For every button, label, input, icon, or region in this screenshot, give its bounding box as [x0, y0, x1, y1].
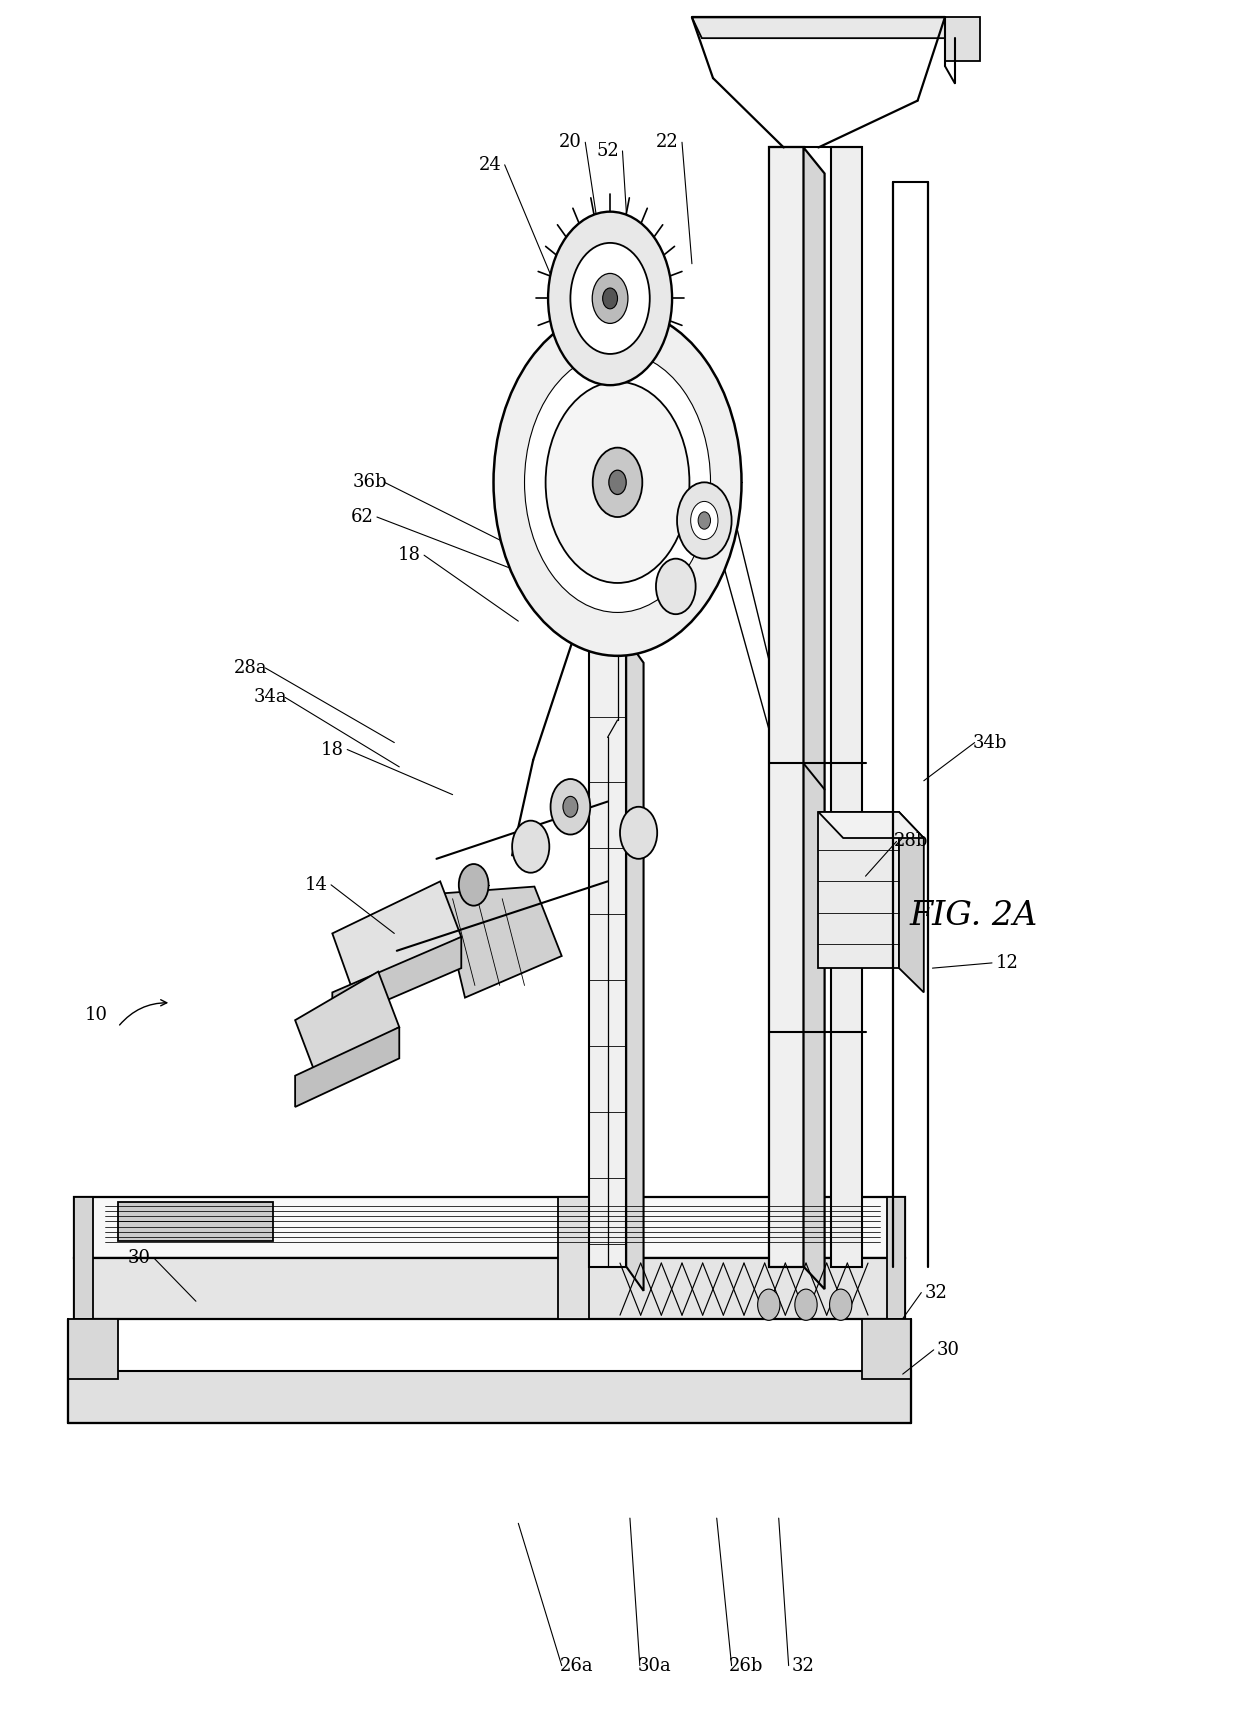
Polygon shape	[818, 812, 899, 968]
Text: 52: 52	[596, 142, 619, 160]
Polygon shape	[332, 881, 461, 992]
Circle shape	[691, 501, 718, 540]
Polygon shape	[553, 548, 583, 621]
Text: 12: 12	[996, 954, 1018, 972]
Circle shape	[459, 864, 489, 906]
Text: 10: 10	[86, 1006, 108, 1024]
Text: 14: 14	[305, 876, 327, 894]
Circle shape	[677, 482, 732, 559]
Circle shape	[609, 470, 626, 494]
Circle shape	[512, 821, 549, 873]
Circle shape	[830, 1289, 852, 1320]
Text: 34a: 34a	[253, 689, 288, 706]
Circle shape	[620, 807, 657, 859]
Circle shape	[698, 512, 711, 529]
Text: 26a: 26a	[559, 1657, 594, 1674]
Text: 30: 30	[937, 1341, 960, 1359]
Text: 34b: 34b	[972, 734, 1007, 751]
Polygon shape	[118, 1202, 273, 1241]
Polygon shape	[887, 1197, 905, 1319]
Polygon shape	[74, 1258, 905, 1319]
Polygon shape	[804, 147, 825, 1289]
Polygon shape	[769, 147, 804, 1267]
Circle shape	[570, 243, 650, 354]
Text: 26b: 26b	[729, 1657, 764, 1674]
Text: 62: 62	[351, 508, 373, 526]
Text: 24: 24	[479, 156, 501, 174]
Polygon shape	[295, 1027, 399, 1107]
Polygon shape	[440, 887, 562, 998]
Circle shape	[593, 448, 642, 517]
Circle shape	[546, 382, 689, 583]
Polygon shape	[899, 812, 924, 992]
Circle shape	[758, 1289, 780, 1320]
Text: 28a: 28a	[233, 659, 268, 677]
Circle shape	[563, 796, 578, 817]
Polygon shape	[295, 972, 399, 1076]
Text: 30: 30	[128, 1249, 150, 1267]
Polygon shape	[818, 812, 924, 838]
Circle shape	[551, 779, 590, 835]
Circle shape	[548, 212, 672, 385]
Circle shape	[525, 352, 711, 612]
Text: FIG. 2A: FIG. 2A	[909, 900, 1038, 932]
Circle shape	[494, 309, 742, 656]
Polygon shape	[74, 1197, 905, 1258]
Text: 18: 18	[321, 741, 343, 758]
Text: 18: 18	[398, 547, 420, 564]
Circle shape	[593, 274, 627, 323]
Polygon shape	[945, 17, 980, 61]
Polygon shape	[558, 1197, 589, 1319]
Polygon shape	[626, 638, 644, 1291]
Polygon shape	[589, 638, 626, 1267]
Text: 36b: 36b	[352, 474, 387, 491]
Polygon shape	[74, 1197, 93, 1319]
Text: 22: 22	[656, 134, 678, 151]
Circle shape	[603, 288, 618, 309]
Circle shape	[656, 559, 696, 614]
Polygon shape	[68, 1319, 118, 1379]
Polygon shape	[692, 17, 955, 38]
Text: 32: 32	[792, 1657, 815, 1674]
Polygon shape	[831, 147, 862, 1267]
Text: 32: 32	[925, 1284, 947, 1301]
Text: 30a: 30a	[637, 1657, 672, 1674]
Polygon shape	[68, 1371, 911, 1423]
Text: 28b: 28b	[894, 833, 929, 850]
Text: 20: 20	[559, 134, 582, 151]
Polygon shape	[332, 937, 461, 1024]
Circle shape	[795, 1289, 817, 1320]
Polygon shape	[862, 1319, 911, 1379]
